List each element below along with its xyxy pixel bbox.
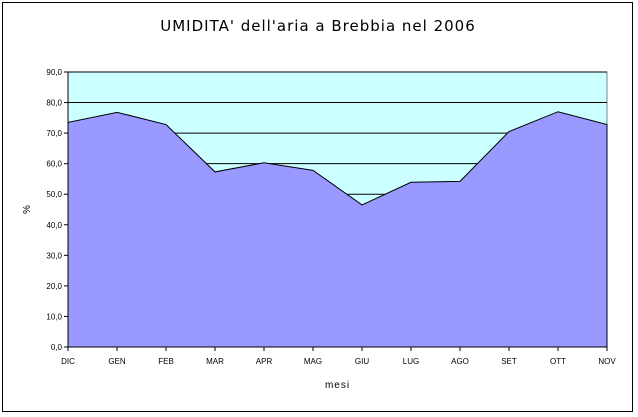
y-tick-label: 80,0: [46, 99, 62, 108]
y-tick-label: 40,0: [46, 221, 62, 230]
x-axis-label: mesi: [325, 380, 350, 391]
x-tick-label: GEN: [108, 357, 126, 366]
x-axis-ticks: DIC GEN FEB MAR APR MAG GIU LUG AGO SET OTT NOV: [61, 347, 616, 366]
x-tick-label: MAG: [304, 357, 322, 366]
y-tick-label: 50,0: [46, 190, 62, 199]
x-tick-label: GIU: [355, 357, 369, 366]
x-tick-label: LUG: [403, 357, 419, 366]
chart-title: UMIDITA' dell'aria a Brebbia nel 2006: [160, 17, 476, 35]
y-axis-ticks: 0,0 10,0 20,0 30,0 40,0 50,0 60,0 70,0 80,0 90,0: [46, 68, 68, 352]
x-tick-label: FEB: [158, 357, 174, 366]
y-tick-label: 10,0: [46, 312, 62, 321]
x-tick-label: APR: [256, 357, 273, 366]
y-tick-label: 0,0: [51, 343, 63, 352]
x-tick-label: SET: [501, 357, 517, 366]
y-tick-label: 20,0: [46, 282, 62, 291]
x-tick-label: MAR: [206, 357, 224, 366]
x-tick-label: AGO: [451, 357, 469, 366]
y-tick-label: 30,0: [46, 251, 62, 260]
y-tick-label: 90,0: [46, 68, 62, 77]
y-axis-label: %: [22, 205, 33, 214]
series-area: [67, 111, 608, 348]
x-tick-label: DIC: [61, 357, 75, 366]
x-tick-label: NOV: [598, 357, 616, 366]
x-tick-label: OTT: [550, 357, 566, 366]
y-tick-label: 70,0: [46, 129, 62, 138]
y-tick-label: 60,0: [46, 160, 62, 169]
